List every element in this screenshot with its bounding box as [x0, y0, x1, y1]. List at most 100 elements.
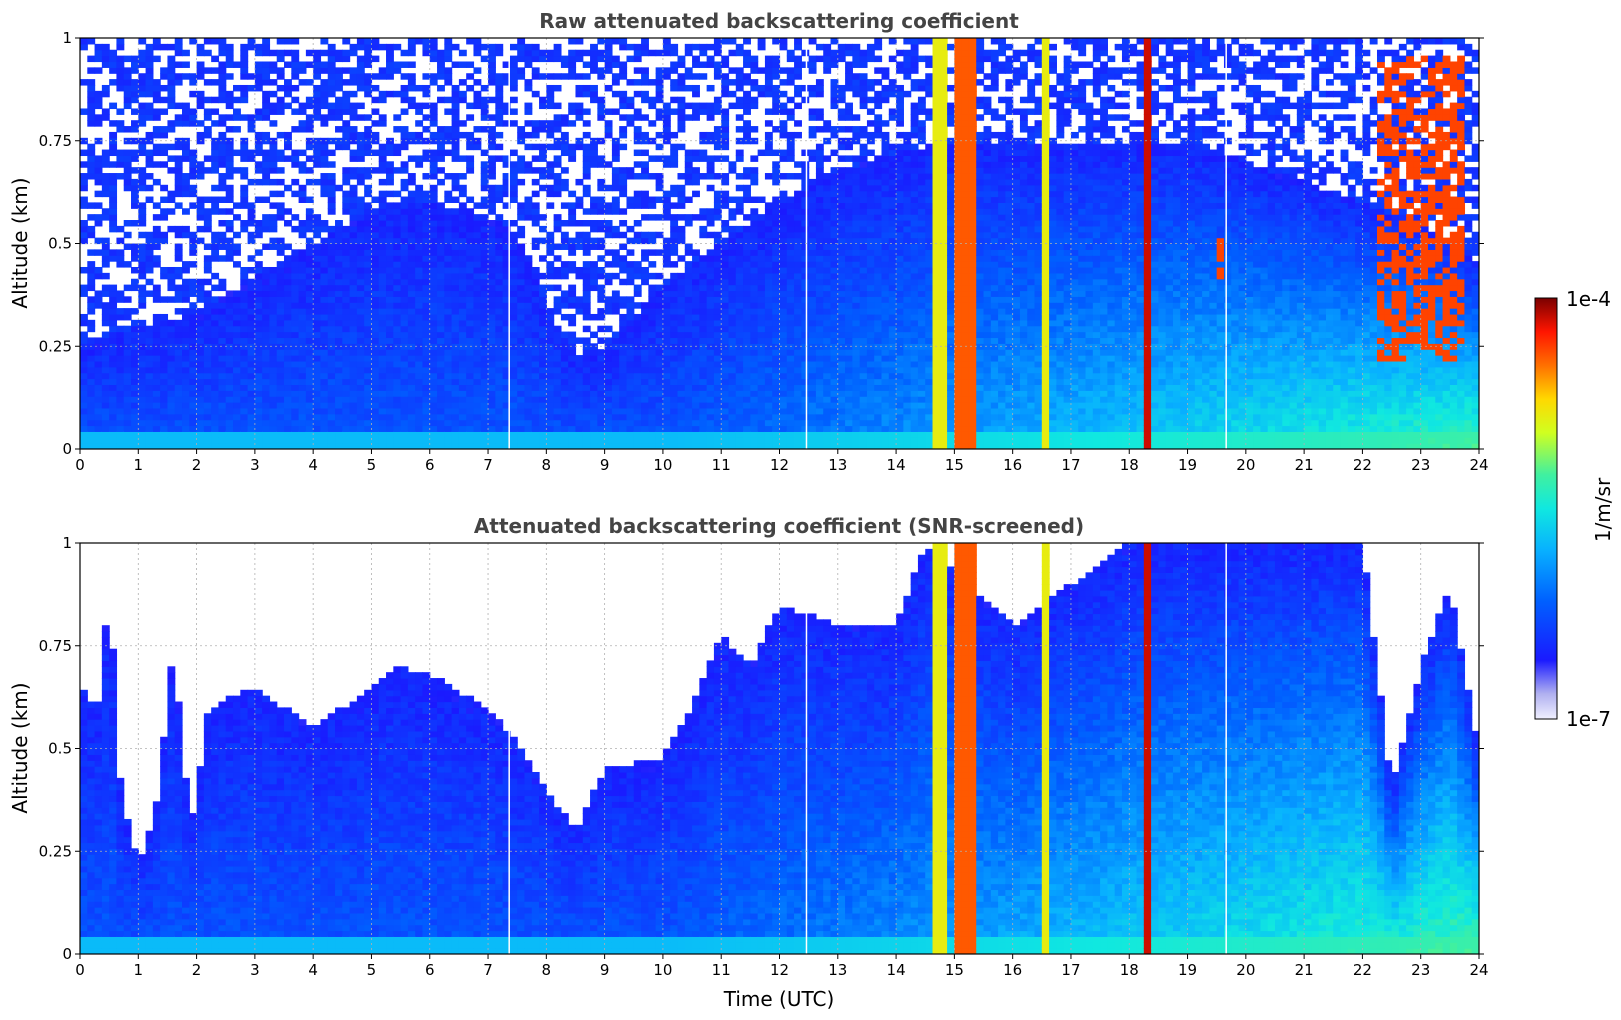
heatmap-cell	[743, 296, 751, 303]
heatmap-cell	[400, 137, 409, 145]
heatmap-cell	[87, 431, 96, 438]
heatmap-cell	[174, 372, 183, 380]
heatmap-cell	[320, 120, 329, 127]
heatmap-cell	[743, 331, 751, 339]
heatmap-cell	[626, 266, 635, 274]
heatmap-cell	[247, 325, 256, 333]
heatmap-cell	[451, 337, 460, 344]
heatmap-cell	[735, 337, 744, 344]
heatmap-cell	[560, 137, 569, 145]
heatmap-cell	[189, 425, 198, 432]
heatmap-cell	[94, 114, 103, 121]
heatmap-cell	[466, 366, 475, 374]
heatmap-cell	[692, 431, 700, 438]
heatmap-cell	[568, 402, 577, 409]
heatmap-cell	[298, 437, 307, 444]
heatmap-cell	[116, 360, 125, 368]
heatmap-cell	[437, 220, 445, 227]
heatmap-cell	[750, 220, 759, 227]
heatmap-cell	[262, 161, 271, 168]
heatmap-cell	[320, 343, 329, 350]
heatmap-cell	[218, 196, 227, 203]
heatmap-cell	[225, 249, 234, 256]
heatmap-cell	[655, 390, 664, 397]
heatmap-cell	[335, 67, 343, 74]
heatmap-cell	[225, 407, 234, 415]
heatmap-cell	[764, 202, 773, 209]
heatmap-cell	[502, 120, 511, 127]
heatmap-cell	[626, 425, 635, 432]
heatmap-cell	[342, 413, 351, 421]
heatmap-cell	[87, 337, 96, 344]
heatmap-cell	[648, 202, 657, 209]
heatmap-cell	[291, 413, 300, 421]
heatmap-cell	[546, 425, 555, 432]
heatmap-cell	[779, 390, 788, 397]
heatmap-cell	[604, 249, 613, 256]
heatmap-cell	[342, 425, 351, 432]
heatmap-cell	[269, 390, 278, 397]
heatmap-cell	[335, 437, 343, 444]
heatmap-cell	[444, 360, 453, 368]
heatmap-cell	[240, 43, 249, 51]
heatmap-cell	[284, 431, 292, 438]
heatmap-cell	[393, 313, 402, 321]
heatmap-cell	[495, 313, 504, 321]
heatmap-cell	[196, 161, 205, 168]
heatmap-cell	[743, 390, 751, 397]
heatmap-cell	[189, 331, 198, 339]
heatmap-cell	[393, 255, 402, 262]
heatmap-cell	[648, 96, 657, 104]
heatmap-cell	[276, 296, 285, 303]
heatmap-cell	[706, 349, 715, 356]
heatmap-cell	[502, 278, 511, 286]
heatmap-cell	[437, 149, 445, 157]
heatmap-cell	[437, 167, 445, 174]
heatmap-cell	[648, 196, 657, 203]
heatmap-cell	[225, 413, 234, 421]
heatmap-cell	[254, 366, 263, 374]
heatmap-cell	[240, 61, 249, 68]
heatmap-cell	[437, 278, 445, 286]
heatmap-cell	[604, 184, 613, 192]
heatmap-cell	[684, 173, 693, 180]
heatmap-cell	[393, 231, 402, 239]
heatmap-cell	[342, 178, 351, 186]
heatmap-cell	[495, 131, 504, 139]
heatmap-cell	[611, 249, 620, 256]
heatmap-cell	[422, 290, 431, 297]
heatmap-cell	[254, 296, 263, 303]
heatmap-cell	[160, 131, 169, 139]
heatmap-cell	[422, 296, 431, 303]
panel-raw-heatmap	[80, 38, 1479, 449]
heatmap-cell	[160, 437, 169, 444]
heatmap-cell	[109, 208, 118, 215]
heatmap-cell	[473, 255, 482, 262]
heatmap-cell	[568, 425, 577, 432]
heatmap-cell	[254, 143, 263, 151]
heatmap-cell	[677, 366, 686, 374]
heatmap-cell	[94, 49, 103, 57]
heatmap-cell	[247, 120, 256, 127]
heatmap-cell	[123, 331, 132, 339]
heatmap-cell	[750, 278, 759, 286]
heatmap-cell	[488, 284, 496, 292]
heatmap-cell	[429, 319, 438, 327]
heatmap-cell	[604, 372, 613, 380]
heatmap-cell	[728, 360, 737, 368]
heatmap-cell	[539, 308, 547, 315]
heatmap-cell	[269, 272, 278, 280]
heatmap-cell	[721, 413, 730, 421]
heatmap-cell	[582, 419, 591, 427]
heatmap-cell	[247, 366, 256, 374]
heatmap-cell	[641, 249, 649, 256]
heatmap-cell	[735, 355, 744, 362]
heatmap-cell	[349, 407, 358, 415]
heatmap-cell	[444, 137, 453, 145]
heatmap-cell	[444, 302, 453, 309]
heatmap-cell	[517, 437, 526, 444]
heatmap-cell	[670, 302, 679, 309]
heatmap-cell	[750, 355, 759, 362]
heatmap-cell	[648, 155, 657, 162]
heatmap-cell	[371, 266, 380, 274]
